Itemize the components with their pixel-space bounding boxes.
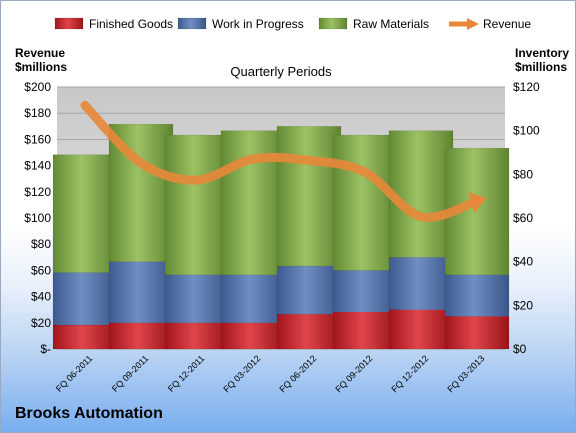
legend-label: Work in Progress [212, 17, 304, 31]
bar-work-in-progress [220, 274, 286, 324]
right-axis-tick-label: $40 [513, 255, 533, 269]
company-name: Brooks Automation [15, 405, 163, 422]
bars [52, 123, 510, 350]
bar-finished-goods [164, 322, 230, 350]
bar-work-in-progress [276, 265, 342, 315]
x-axis-tick-label: FQ 12-2011 [166, 353, 207, 394]
x-axis-tick-label: FQ 09-2011 [110, 353, 151, 394]
left-axis-tick-label: $100 [24, 211, 51, 225]
left-axis-title-line2: $millions [15, 60, 68, 74]
revenue-line-layer [80, 100, 487, 222]
bar-finished-goods [332, 311, 398, 350]
legend-label: Raw Materials [353, 17, 429, 31]
legend-label: Finished Goods [89, 17, 173, 31]
right-axis-tick-label: $20 [513, 298, 533, 312]
x-axis-tick-label: FQ 03-2013 [445, 353, 486, 394]
bar-work-in-progress [388, 257, 454, 310]
bar-work-in-progress [108, 261, 174, 324]
right-axis-title-line2: $millions [515, 60, 568, 74]
bar-work-in-progress [52, 272, 118, 326]
bar-work-in-progress [444, 274, 510, 317]
bar-work-in-progress [164, 274, 230, 324]
bar-finished-goods [52, 324, 118, 350]
x-axis-tick-label: FQ 09-2012 [333, 353, 374, 394]
left-axis-tick-label: $200 [24, 80, 51, 94]
bar-finished-goods [444, 316, 510, 350]
right-axis-tick-label: $0 [513, 342, 527, 356]
bar-raw-materials [164, 134, 230, 276]
bar-finished-goods [108, 322, 174, 350]
left-axis-tick-label: $20 [31, 316, 51, 330]
revenue-line-arrowhead [468, 192, 487, 214]
legend-swatch-raw-materials [318, 17, 348, 30]
bar-raw-materials [220, 130, 286, 276]
left-axis-tick-label: $- [40, 342, 51, 356]
right-axis-title: Inventory $millions [515, 46, 569, 74]
bar-finished-goods [220, 322, 286, 350]
legend-swatch-finished-goods [54, 17, 84, 30]
left-axis-tick-label: $180 [24, 106, 51, 120]
x-axis-ticks: FQ 06-2011 FQ 09-2011 FQ 12-2011 FQ 03-2012… [54, 353, 487, 394]
bar-raw-materials [52, 154, 118, 273]
bar-work-in-progress [332, 270, 398, 313]
revenue-line [80, 100, 482, 222]
bar-finished-goods [388, 309, 454, 350]
chart-title: Quarterly Periods [230, 64, 332, 79]
legend-swatch-work-in-progress [177, 17, 207, 30]
left-axis-title: Revenue $millions [15, 46, 67, 74]
left-axis-tick-label: $140 [24, 159, 51, 173]
left-axis-tick-label: $40 [31, 290, 51, 304]
left-axis-tick-label: $160 [24, 132, 51, 146]
left-axis-tick-label: $120 [24, 185, 51, 199]
right-axis-title-line1: Inventory [515, 46, 570, 60]
right-axis-tick-label: $80 [513, 167, 533, 181]
bar-raw-materials [388, 130, 454, 258]
legend: Finished Goods Work in Progress Raw Materi… [54, 17, 531, 31]
right-axis-tick-label: $60 [513, 211, 533, 225]
x-axis-tick-label: FQ 03-2012 [221, 353, 262, 394]
x-axis-tick-label: FQ 06-2012 [277, 353, 318, 394]
left-axis-tick-label: $80 [31, 237, 51, 251]
left-axis-ticks: $- $20 $40 $60 $80 $100 $120 $140 $160 $180 $200 [24, 80, 51, 356]
right-axis-tick-label: $100 [513, 124, 540, 138]
left-axis-title-line1: Revenue [15, 46, 66, 60]
right-axis-tick-label: $120 [513, 80, 540, 94]
legend-label: Revenue [483, 17, 531, 31]
bar-raw-materials [276, 126, 342, 267]
right-axis-ticks: $0 $20 $40 $60 $80 $100 $120 [513, 80, 540, 356]
bar-raw-materials [332, 134, 398, 271]
x-axis-tick-label: FQ 06-2011 [54, 353, 95, 394]
left-axis-tick-label: $60 [31, 263, 51, 277]
x-axis-tick-label: FQ 12-2012 [389, 353, 430, 394]
legend-swatch-revenue-arrow [467, 18, 479, 30]
bar-finished-goods [276, 313, 342, 350]
